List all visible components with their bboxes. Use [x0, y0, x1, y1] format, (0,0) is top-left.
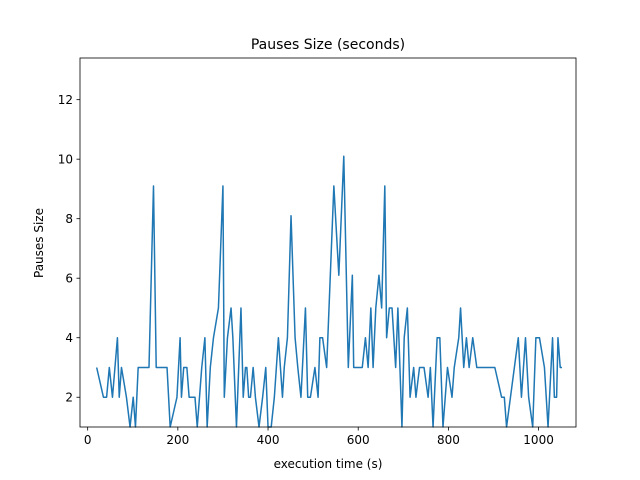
x-tick-label: 1000	[523, 433, 554, 447]
x-axis-label: execution time (s)	[274, 457, 383, 471]
x-axis-ticks: 0 200 400 600 800 1000	[84, 427, 554, 447]
y-tick-label: 10	[58, 153, 73, 167]
x-tick-label: 400	[257, 433, 280, 447]
y-tick-label: 12	[58, 93, 73, 107]
y-tick-label: 2	[65, 391, 73, 405]
y-axis-ticks: 2 4 6 8 10 12	[58, 93, 80, 405]
x-tick-label: 800	[437, 433, 460, 447]
y-tick-label: 8	[65, 212, 73, 226]
x-tick-label: 200	[166, 433, 189, 447]
y-axis-label: Pauses Size	[32, 208, 46, 278]
plot-series	[95, 155, 563, 428]
chart-title: Pauses Size (seconds)	[251, 37, 405, 53]
plot-area-frame	[79, 57, 577, 428]
y-tick-label: 4	[65, 331, 73, 345]
series-line-0	[95, 155, 563, 428]
x-tick-label: 600	[347, 433, 370, 447]
x-tick-label: 0	[84, 433, 92, 447]
y-tick-label: 6	[65, 272, 73, 286]
